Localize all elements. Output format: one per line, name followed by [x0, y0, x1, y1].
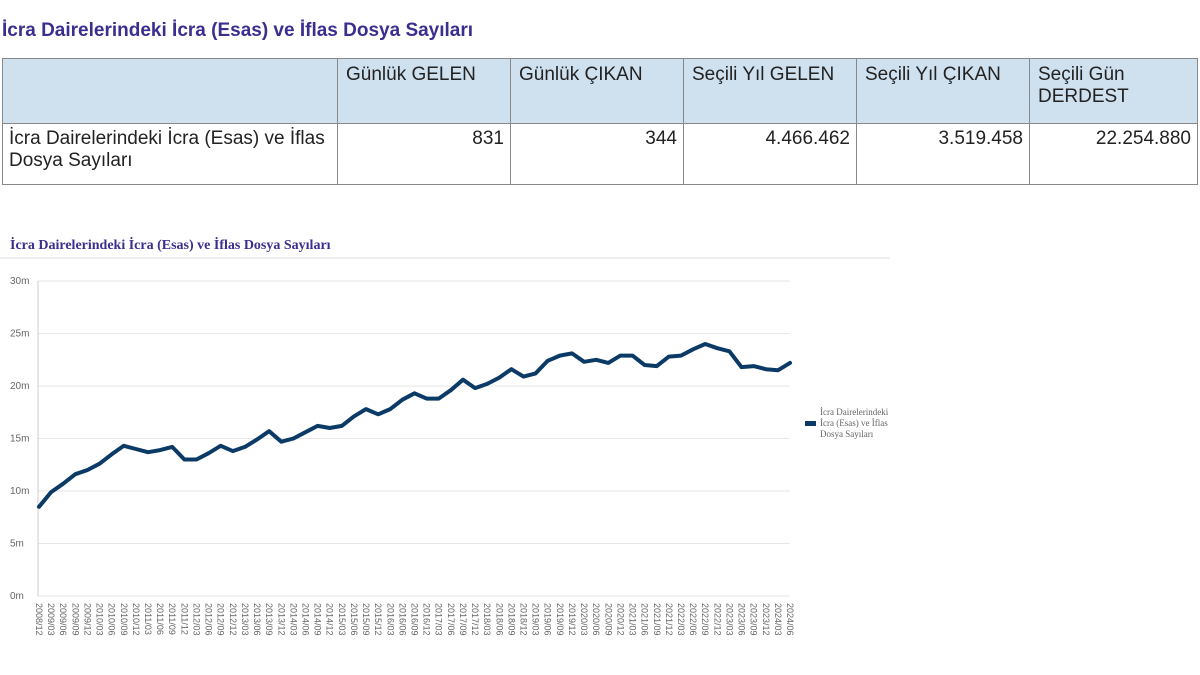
x-tick-label: 2013/06	[252, 603, 262, 636]
x-tick-label: 2012/09	[216, 603, 226, 636]
cell-year-out: 3.519.458	[856, 123, 1030, 185]
x-tick-label: 2017/06	[446, 603, 456, 636]
x-tick-label: 2021/06	[640, 603, 650, 636]
header-year-in: Seçili Yıl GELEN	[683, 58, 857, 124]
x-tick-label: 2023/12	[761, 603, 771, 636]
x-tick-label: 2011/03	[143, 603, 153, 635]
x-tick-label: 2012/12	[228, 603, 238, 636]
page-title: İcra Dairelerindeki İcra (Esas) ve İflas…	[2, 20, 474, 41]
y-tick-label: 10m	[10, 486, 29, 497]
x-tick-label: 2012/03	[191, 603, 201, 636]
x-tick-label: 2017/03	[434, 603, 444, 636]
x-tick-label: 2018/06	[494, 603, 504, 636]
x-tick-label: 2023/06	[737, 603, 747, 636]
x-tick-label: 2019/03	[531, 603, 541, 636]
y-tick-label: 20m	[10, 381, 29, 392]
legend-swatch	[805, 421, 816, 426]
cell-daily-in: 831	[337, 123, 511, 185]
x-tick-label: 2022/03	[676, 603, 686, 636]
x-tick-label: 2018/03	[482, 603, 492, 636]
x-tick-label: 2010/03	[95, 603, 105, 636]
x-tick-label: 2008/12	[34, 603, 44, 636]
y-tick-label: 0m	[10, 591, 24, 602]
x-tick-label: 2009/12	[82, 603, 92, 636]
x-tick-label: 2024/03	[773, 603, 783, 636]
x-tick-label: 2014/09	[313, 603, 323, 636]
header-pending: Seçili Gün DERDEST	[1029, 58, 1198, 124]
x-tick-label: 2011/12	[179, 603, 189, 635]
x-tick-label: 2010/12	[131, 603, 141, 636]
line-chart: 0m 5m 10m 15m 20m 25m 30m 2008/12 2009/03 2009/06…	[0, 257, 890, 636]
x-tick-label: 2015/03	[337, 603, 347, 636]
x-tick-label: 2016/03	[385, 603, 395, 636]
y-tick-label: 15m	[10, 434, 29, 445]
x-tick-label: 2021/12	[664, 603, 674, 636]
header-empty	[2, 58, 338, 124]
x-tick-label: 2013/12	[276, 603, 286, 636]
y-tick-label: 5m	[10, 539, 24, 550]
x-tick-label: 2023/09	[749, 603, 759, 636]
series-line	[37, 342, 792, 509]
cell-year-in: 4.466.462	[683, 123, 857, 185]
x-tick-label: 2009/03	[46, 603, 56, 636]
x-tick-label: 2020/09	[603, 603, 613, 636]
y-tick-label: 30m	[10, 276, 29, 287]
x-tick-label: 2016/12	[422, 603, 432, 636]
x-tick-label: 2017/09	[458, 603, 468, 636]
x-tick-label: 2009/09	[70, 603, 80, 636]
cell-pending: 22.254.880	[1029, 123, 1198, 185]
x-tick-label: 2023/03	[724, 603, 734, 636]
table-row: İcra Dairelerindeki İcra (Esas) ve İflas…	[2, 123, 1198, 185]
table-header-row: Günlük GELEN Günlük ÇIKAN Seçili Yıl GEL…	[2, 58, 1198, 124]
x-tick-label: 2021/03	[628, 603, 638, 636]
x-tick-label: 2009/06	[58, 603, 68, 636]
x-tick-label: 2012/06	[204, 603, 214, 636]
x-tick-label: 2019/12	[567, 603, 577, 636]
chart-legend: İcra Dairelerindeki İcra (Esas) ve İflas…	[805, 407, 890, 440]
x-tick-label: 2018/09	[506, 603, 516, 636]
x-tick-label: 2015/06	[349, 603, 359, 636]
x-tick-label: 2019/09	[555, 603, 565, 636]
x-tick-label: 2015/12	[373, 603, 383, 636]
x-tick-label: 2020/06	[591, 603, 601, 636]
header-daily-in: Günlük GELEN	[337, 58, 511, 124]
x-tick-label: 2016/09	[410, 603, 420, 636]
x-tick-label: 2018/12	[519, 603, 529, 636]
x-tick-label: 2013/09	[264, 603, 274, 636]
x-tick-label: 2024/06	[785, 603, 795, 636]
legend-label: İcra Dairelerindeki İcra (Esas) ve İflas…	[820, 407, 889, 439]
x-tick-label: 2014/12	[325, 603, 335, 636]
summary-table: Günlük GELEN Günlük ÇIKAN Seçili Yıl GEL…	[2, 58, 1198, 185]
x-tick-label: 2010/06	[107, 603, 117, 636]
chart-title: İcra Dairelerindeki İcra (Esas) ve İflas…	[10, 238, 331, 253]
x-tick-label: 2013/03	[240, 603, 250, 636]
cell-daily-out: 344	[510, 123, 684, 185]
x-tick-label: 2011/06	[155, 603, 165, 635]
x-tick-label: 2015/09	[361, 603, 371, 636]
x-tick-label: 2020/12	[615, 603, 625, 636]
header-daily-out: Günlük ÇIKAN	[510, 58, 684, 124]
x-tick-label: 2020/03	[579, 603, 589, 636]
x-tick-label: 2019/06	[543, 603, 553, 636]
x-tick-label: 2016/06	[397, 603, 407, 636]
x-tick-label: 2021/09	[652, 603, 662, 636]
x-tick-label: 2014/06	[300, 603, 310, 636]
x-tick-label: 2022/12	[712, 603, 722, 636]
x-tick-label: 2022/09	[700, 603, 710, 636]
x-tick-label: 2014/03	[288, 603, 298, 636]
y-tick-label: 25m	[10, 329, 29, 340]
x-tick-label: 2010/09	[119, 603, 129, 636]
x-tick-label: 2017/12	[470, 603, 480, 636]
row-label: İcra Dairelerindeki İcra (Esas) ve İflas…	[2, 123, 338, 185]
header-year-out: Seçili Yıl ÇIKAN	[856, 58, 1030, 124]
x-tick-label: 2022/06	[688, 603, 698, 636]
x-tick-label: 2011/09	[167, 603, 177, 635]
